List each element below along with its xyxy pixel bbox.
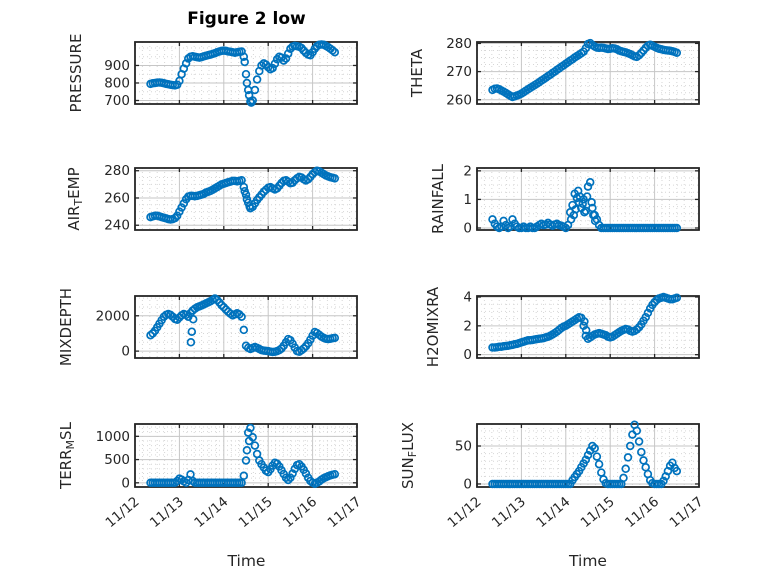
y-tick-label: 900 (104, 58, 130, 74)
y-tick-label: 0 (463, 476, 472, 492)
y-tick-label: 2 (463, 318, 472, 334)
tick-marks (134, 296, 358, 358)
x-tick-label: 11/15 (578, 494, 618, 531)
axes-box (476, 423, 700, 488)
tick-marks (134, 42, 358, 104)
major-grid (477, 296, 699, 358)
tick-marks (476, 296, 700, 358)
ylabel-theta: THETA (408, 48, 426, 98)
data-points-airtemp (146, 166, 340, 224)
subplot-h2omixra: 0 2 4 H2OMIXRA (424, 286, 700, 367)
y-tick-label: 2000 (96, 308, 130, 324)
y-tick-label: 260 (446, 92, 472, 108)
x-tick-label: 11/16 (622, 494, 662, 531)
axes-box (476, 295, 700, 359)
x-tick-label: 11/12 (102, 494, 142, 531)
ylabel-rainfall: RAINFALL (429, 163, 447, 234)
subplot-sunflux: 0 50 11/12 11/13 11/14 11/15 11/16 11/17 SUNFLUX (399, 420, 707, 531)
y-tick-label: 270 (446, 64, 472, 80)
x-tick-label: 11/14 (191, 494, 231, 531)
y-tick-label: 4 (463, 290, 472, 306)
x-tick-label: 11/14 (533, 494, 573, 531)
axes-box (134, 41, 358, 105)
subplot-airtemp: 240 260 280 AIRTEMP (65, 163, 358, 234)
y-tick-label: 240 (104, 218, 130, 234)
ylabel-mixdepth: MIXDEPTH (57, 288, 75, 366)
axes-box (134, 167, 358, 231)
y-tick-label: 800 (104, 75, 130, 91)
subplot-rainfall: 0 1 2 RAINFALL (429, 163, 700, 237)
data-points-terrmsl (146, 423, 340, 488)
xlabel-right-column: Time (569, 552, 607, 570)
x-tick-label: 11/17 (324, 494, 364, 531)
y-tick-label: 1 (463, 192, 472, 208)
y-tick-label: 260 (104, 190, 130, 206)
y-tick-label: 0 (463, 221, 472, 237)
ylabel-sunflux: SUNFLUX (399, 422, 419, 489)
tick-marks (134, 168, 358, 230)
data-points-h2omixra (488, 292, 682, 352)
figure-title: Figure 2 low (187, 9, 306, 29)
x-tick-label: 11/16 (280, 494, 320, 531)
y-tick-label: 700 (104, 93, 130, 109)
data-points-rainfall (488, 178, 682, 233)
axes-box (134, 295, 358, 359)
ylabel-airtemp: AIRTEMP (65, 167, 85, 230)
major-grid (135, 42, 357, 104)
x-tick-label: 11/13 (147, 494, 187, 531)
x-tick-label: 11/17 (666, 494, 706, 531)
y-tick-label: 500 (104, 452, 130, 468)
y-tick-label: 1000 (96, 429, 130, 445)
y-tick-label: 0 (121, 475, 130, 491)
y-tick-label: 0 (463, 347, 472, 363)
data-points-pressure (146, 40, 340, 107)
axes-box (476, 41, 700, 105)
data-points-theta (488, 38, 682, 102)
x-tick-label: 11/12 (444, 494, 484, 531)
y-tick-label: 2 (463, 163, 472, 179)
x-tick-label: 11/13 (489, 494, 529, 531)
data-points-mixdepth (146, 294, 340, 357)
y-tick-label: 0 (121, 344, 130, 360)
ylabel-terrmsl: TERRMSL (57, 421, 77, 490)
data-points-sunflux (488, 420, 682, 489)
axes-box (134, 423, 358, 488)
subplot-terrmsl: 0 500 1000 11/12 11/13 11/14 11/15 11/16 11/17 TE… (57, 421, 365, 531)
xlabel-left-column: Time (227, 552, 266, 570)
subplot-mixdepth: 0 2000 MIXDEPTH (57, 288, 358, 366)
y-tick-label: 280 (446, 36, 472, 52)
y-tick-label: 50 (455, 439, 472, 455)
ylabel-h2omixra: H2OMIXRA (424, 286, 442, 367)
subplot-theta: 260 270 280 THETA (408, 36, 700, 108)
x-tick-label: 11/15 (236, 494, 276, 531)
ylabel-pressure: PRESSURE (67, 34, 85, 113)
y-tick-label: 280 (104, 163, 130, 179)
